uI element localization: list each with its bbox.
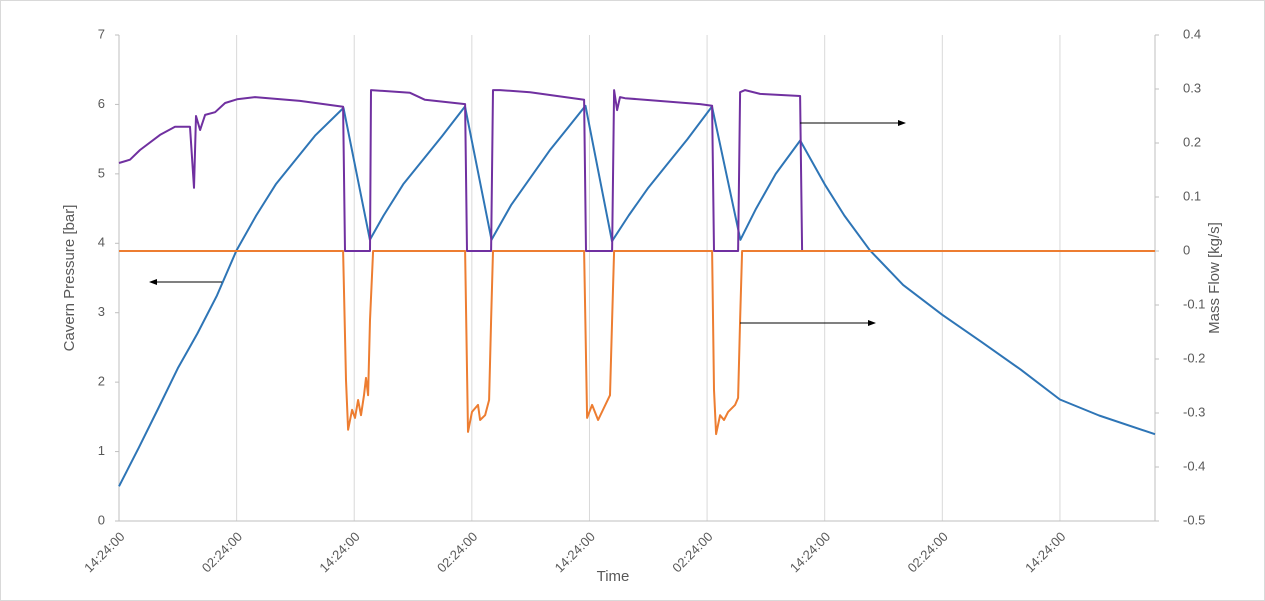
y-tick-label: 7 (98, 26, 105, 41)
data-line (118, 89, 804, 252)
y-tick-label: 4 (98, 235, 105, 250)
y-tick-label: 1 (98, 443, 105, 458)
y2-tick-label: 0.3 (1183, 80, 1201, 95)
y-tick-label: 6 (98, 96, 105, 111)
y-tick-label: 0 (98, 512, 105, 527)
y2-tick-label: -0.2 (1183, 350, 1205, 365)
y2-tick-label: -0.3 (1183, 404, 1205, 419)
data-line (119, 250, 1155, 436)
y2-tick-label: 0.1 (1183, 188, 1201, 203)
y-tick-label: 3 (98, 304, 105, 319)
data-line (118, 104, 1156, 487)
y2-tick-label: 0.4 (1183, 26, 1201, 41)
y2-tick-label: -0.4 (1183, 458, 1205, 473)
y2-tick-label: -0.5 (1183, 512, 1205, 527)
y2-tick-label: -0.1 (1183, 296, 1205, 311)
y2-axis-title: Mass Flow [kg/s] (1206, 222, 1223, 334)
y-tick-label: 2 (98, 374, 105, 389)
y-tick-label: 5 (98, 165, 105, 180)
y-axis-title: Cavern Pressure [bar] (61, 205, 78, 352)
y2-tick-label: 0.2 (1183, 134, 1201, 149)
y2-tick-label: 0 (1183, 242, 1190, 257)
x-axis-title: Time (597, 568, 630, 585)
